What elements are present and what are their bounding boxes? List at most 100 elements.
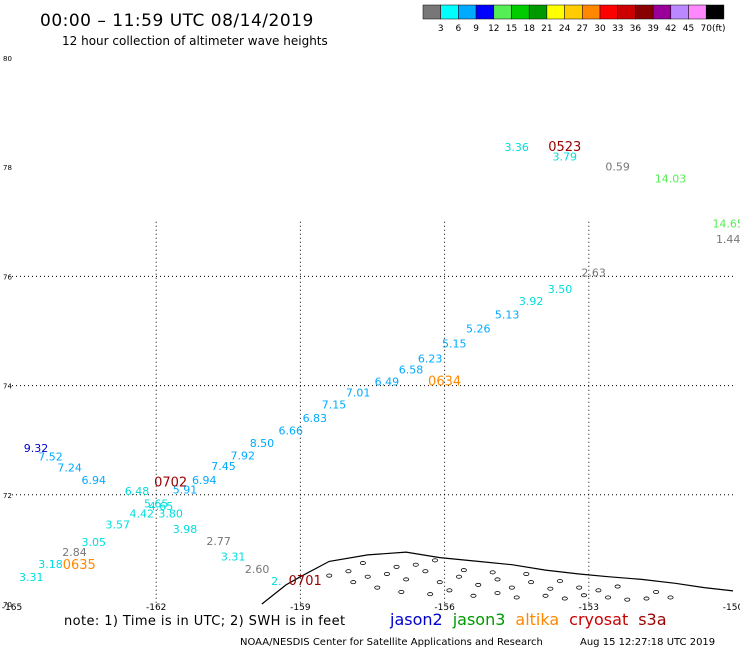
coastline-island xyxy=(595,588,602,593)
y-tick-label: 76 xyxy=(3,273,12,281)
coastline-island xyxy=(460,568,467,573)
coastline-island xyxy=(456,574,463,579)
coastline-island xyxy=(494,591,501,596)
wave-height-point: 3.57 xyxy=(105,519,130,532)
scale-swatch xyxy=(582,4,601,20)
generated-timestamp: Aug 15 12:27:18 UTC 2019 xyxy=(580,637,715,648)
coastline-island xyxy=(643,596,650,601)
wave-height-point: 2.77 xyxy=(206,535,231,548)
pass-time-label: 0701 xyxy=(289,574,322,589)
coastline-island xyxy=(350,580,357,585)
scale-swatch xyxy=(688,4,707,20)
coastline-island xyxy=(475,582,482,587)
scale-tick-label: 42 xyxy=(665,24,676,34)
wave-height-point: 4.65 xyxy=(149,500,174,513)
scale-swatch xyxy=(458,4,477,20)
y-axis-ticks: 70 72 74 76 78 80 xyxy=(3,55,12,609)
x-tick-label: -153 xyxy=(579,603,599,613)
coastline-island xyxy=(489,570,496,575)
coastline-island xyxy=(403,577,410,582)
scale-tick-label: 45 xyxy=(683,24,694,34)
wave-height-point: 7.15 xyxy=(322,399,347,412)
wave-height-point: 3.18 xyxy=(38,558,63,571)
scale-tick-label: 30 xyxy=(594,24,606,34)
wave-height-point: 6.23 xyxy=(418,353,443,366)
scale-swatch xyxy=(564,4,583,20)
wave-height-points: 3.313.182.843.053.574.424.655.656.486.94… xyxy=(19,141,740,588)
coastline-island xyxy=(359,561,366,566)
scale-swatch xyxy=(475,4,495,20)
wave-height-point: 3.92 xyxy=(519,295,544,308)
coastline-island xyxy=(547,586,554,591)
wave-height-point: 6.94 xyxy=(81,474,106,487)
wave-height-point: 6.83 xyxy=(303,412,328,425)
scale-tick-label: 3 xyxy=(438,24,444,34)
wave-height-point: 8.50 xyxy=(250,437,275,450)
credit-line: NOAA/NESDIS Center for Satellite Applica… xyxy=(240,637,543,648)
pass-time-label: 0702 xyxy=(154,476,187,491)
coastline-island xyxy=(624,597,631,602)
wave-height-point: 7.92 xyxy=(230,449,255,462)
coastline-island xyxy=(561,596,568,601)
coastline-island xyxy=(508,585,515,590)
wave-height-point: 3.31 xyxy=(221,550,246,563)
plot-area: 3.313.182.843.053.574.424.655.656.486.94… xyxy=(2,55,740,613)
scale-swatch xyxy=(546,4,565,20)
color-scale-bar: 3 6 9 12 15 18 21 24 27 30 33 36 39 42 45 70 xyxy=(422,4,725,34)
coastline-path xyxy=(261,551,734,605)
coastline-island xyxy=(326,573,333,578)
coastline-island xyxy=(431,558,438,563)
scale-tick-label: 33 xyxy=(612,24,623,34)
pass-time-label: 0634 xyxy=(428,375,461,390)
legend-satellite-altika: altika xyxy=(515,610,559,629)
wave-height-point: 7.24 xyxy=(57,461,82,474)
wave-height-point: 5.13 xyxy=(495,308,520,321)
scale-tick-label: 36 xyxy=(630,24,642,34)
coastline-island xyxy=(393,564,400,569)
wave-height-point: 0.59 xyxy=(605,160,630,173)
pass-time-label: 0635 xyxy=(63,558,96,573)
y-tick-label: 80 xyxy=(3,55,12,63)
y-tick-label: 74 xyxy=(3,383,12,391)
coastline-island xyxy=(427,592,434,597)
coastline-island xyxy=(542,593,549,598)
wave-height-point: 2. xyxy=(271,575,282,588)
wave-height-point: 14.03 xyxy=(655,172,687,185)
y-tick-label: 70 xyxy=(3,601,12,609)
x-tick-label: -162 xyxy=(146,603,166,613)
wave-height-point: 7.52 xyxy=(38,450,63,463)
coastline-island xyxy=(528,580,535,585)
wave-height-point: 2.63 xyxy=(581,266,606,279)
pass-time-label: 0523 xyxy=(548,140,581,155)
scale-tick-label: 6 xyxy=(456,24,462,34)
scale-swatch xyxy=(705,4,725,20)
scale-tick-label: 21 xyxy=(541,24,552,34)
scale-tick-label: 70 xyxy=(700,24,712,34)
wave-height-point: 5.15 xyxy=(442,337,467,350)
wave-height-point: 9.32 xyxy=(24,442,49,455)
coastline-island xyxy=(364,574,371,579)
scale-tick-label: 27 xyxy=(577,24,588,34)
y-tick-label: 72 xyxy=(3,492,12,500)
scale-swatch xyxy=(440,4,459,20)
scale-tick-label: 24 xyxy=(559,24,571,34)
coastline-island xyxy=(398,589,405,594)
coastline-island xyxy=(412,562,419,567)
coastline-island xyxy=(470,593,477,598)
coastline-island xyxy=(556,579,563,584)
wave-height-point: 6.66 xyxy=(279,425,304,438)
map-subtitle: 12 hour collection of altimeter wave hei… xyxy=(62,34,328,48)
legend-satellite-cryosat: cryosat xyxy=(569,610,628,629)
coastline-island xyxy=(513,595,520,600)
x-axis-ticks: -165 -162 -159 -156 -153 -150 xyxy=(2,603,740,613)
scale-swatch xyxy=(422,4,441,20)
y-tick-label: 78 xyxy=(3,164,12,172)
scale-tick-label: 12 xyxy=(488,24,499,34)
wave-height-point: 3.31 xyxy=(19,571,44,584)
scale-tick-label: 39 xyxy=(647,24,659,34)
coastline-island xyxy=(345,569,352,574)
coastline-island xyxy=(580,593,587,598)
wave-height-point: 2.84 xyxy=(62,546,87,559)
scale-swatch xyxy=(493,4,512,20)
